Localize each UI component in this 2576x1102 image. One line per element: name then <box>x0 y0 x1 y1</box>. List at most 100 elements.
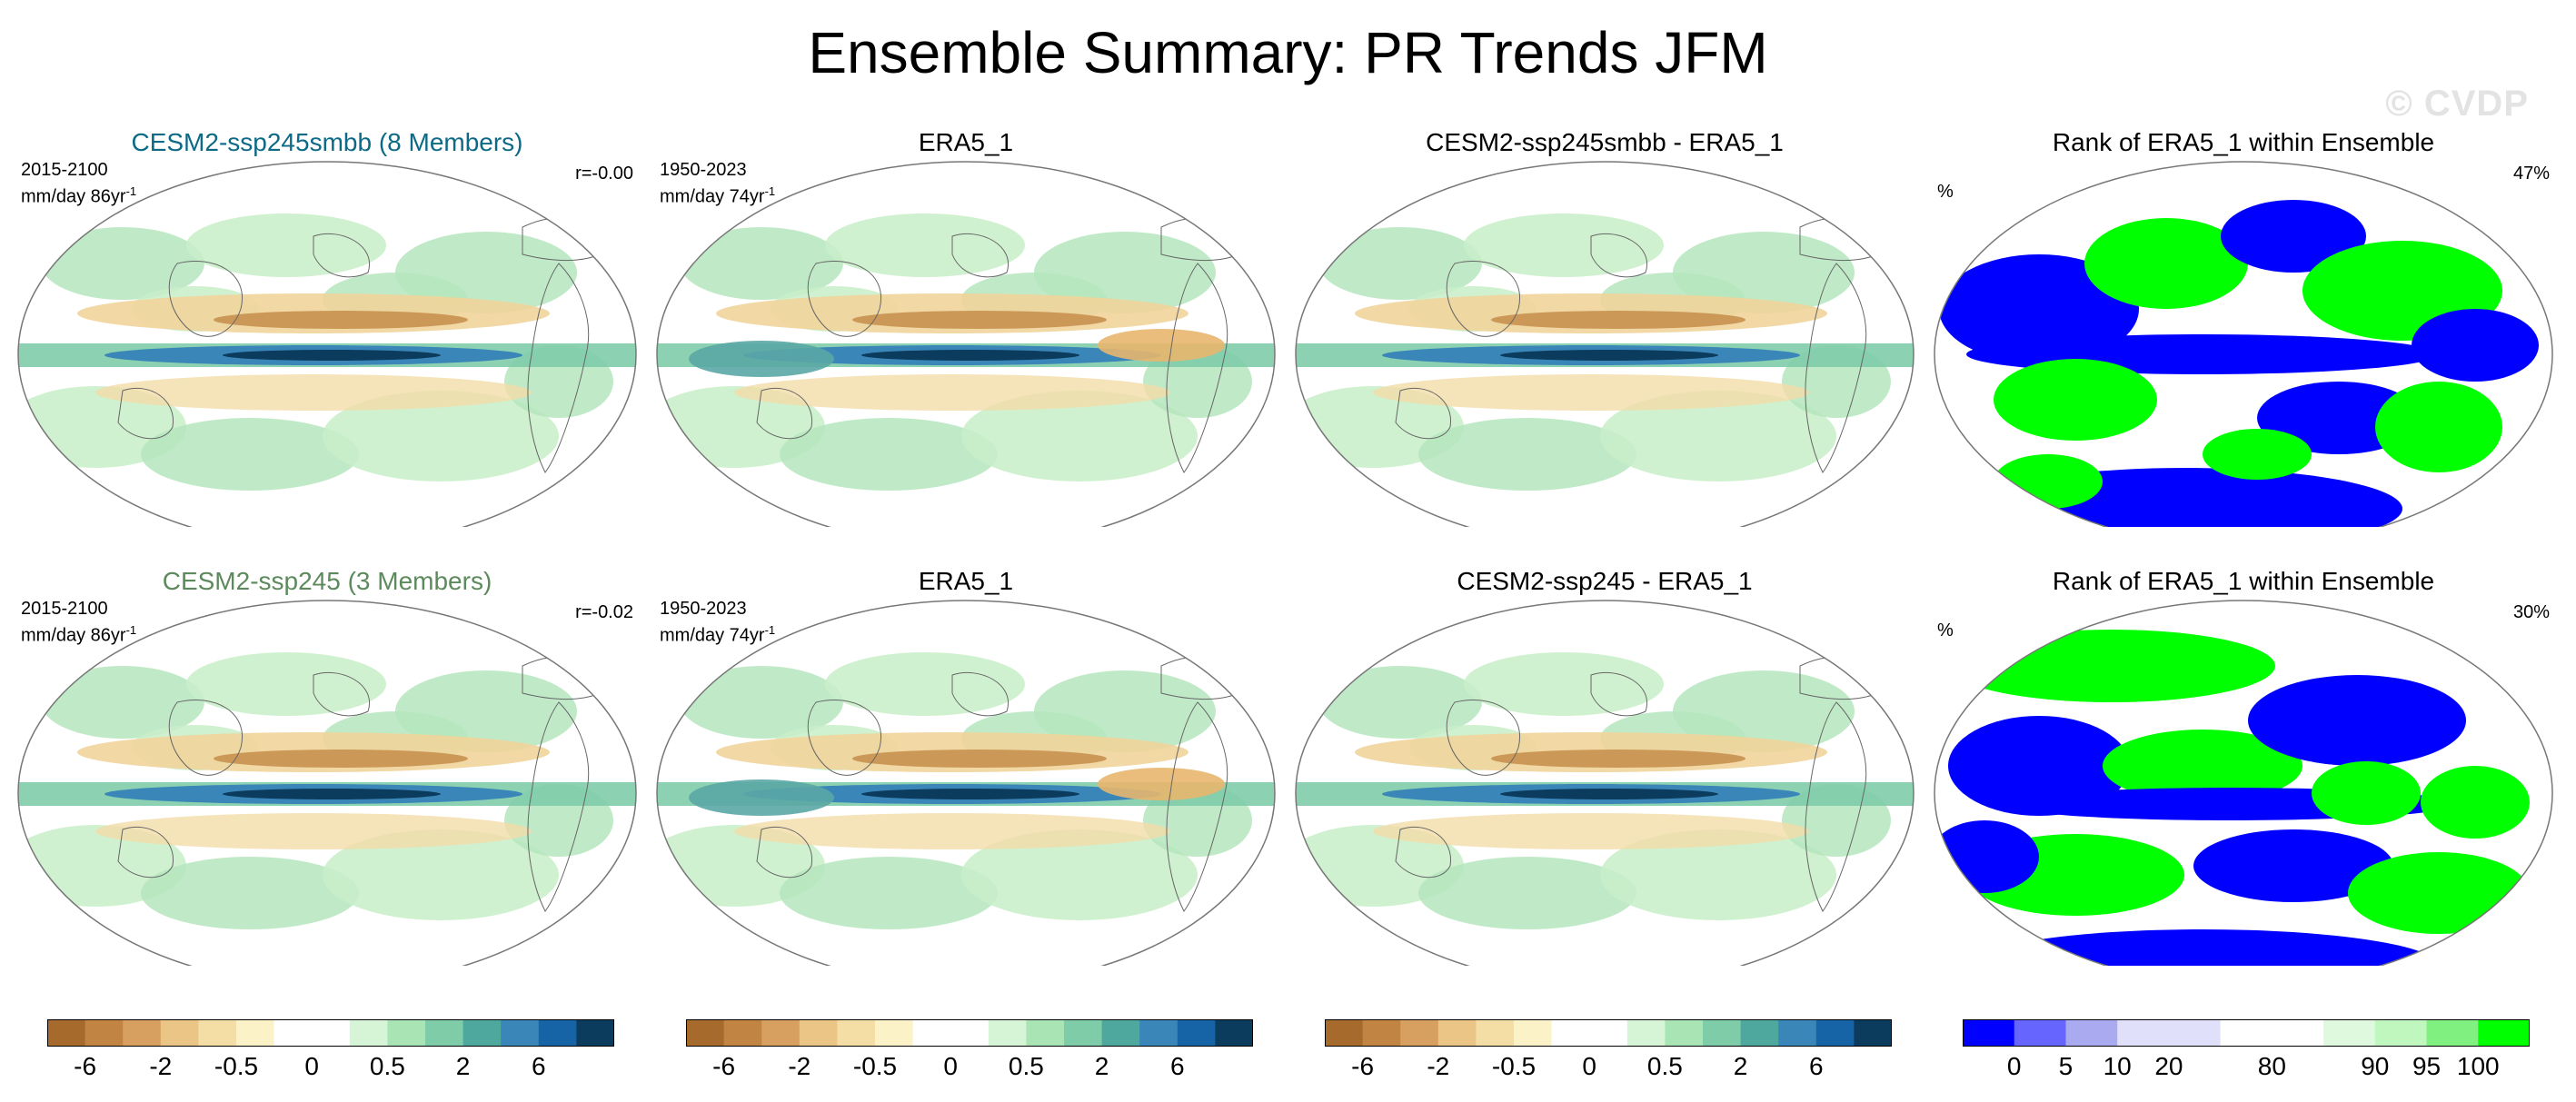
colorbar-swatch <box>538 1019 577 1047</box>
panel-title: ERA5_1 <box>918 567 1014 595</box>
colorbar-swatch <box>462 1019 502 1047</box>
colorbar-swatch <box>1064 1019 1103 1047</box>
colorbar-swatch <box>1589 1019 1628 1047</box>
colorbar-tick-label: -6 <box>712 1052 736 1080</box>
colorbar-swatch <box>1026 1019 1065 1047</box>
panel-obs-row1: ERA5_1 1950-2023 mm/day 74yr-1 <box>652 127 1279 527</box>
colorbar-swatch <box>686 1019 725 1047</box>
period-label: 2015-2100 mm/day 86yr-1 <box>21 599 137 646</box>
map-model-row2 <box>17 600 637 966</box>
panel-model-row1: CESM2-ssp245smbb (8 Members) 2015-2100 m… <box>14 127 641 527</box>
panel-title: ERA5_1 <box>918 128 1014 156</box>
colorbar-tick-label: -0.5 <box>1491 1052 1537 1080</box>
colorbar-swatch <box>723 1019 762 1047</box>
colorbar-swatch <box>85 1019 124 1047</box>
colorbar-swatch <box>1476 1019 1515 1047</box>
colorbar-tick-label: 0 <box>1582 1052 1596 1080</box>
colorbar-tick-label: 90 <box>2361 1052 2390 1080</box>
colorbar-tick-label: 0 <box>943 1052 958 1080</box>
colorbar-swatch <box>1514 1019 1553 1047</box>
colorbar-tick-label: 6 <box>1170 1052 1185 1080</box>
colorbar-swatch <box>1215 1019 1253 1047</box>
colorbar-swatch <box>837 1019 876 1047</box>
colorbar-swatch <box>1665 1019 1704 1047</box>
colorbar-swatch <box>1400 1019 1439 1047</box>
period-label: 1950-2023 mm/day 74yr-1 <box>660 599 776 646</box>
colorbar-swatch <box>1139 1019 1179 1047</box>
colorbar-swatch <box>2065 1019 2118 1047</box>
map-rank-row1 <box>1934 161 2553 527</box>
period-label: 1950-2023 mm/day 74yr-1 <box>660 160 776 207</box>
colorbar-swatch <box>950 1019 990 1047</box>
colorbar-swatches <box>47 1019 614 1047</box>
figure-title: Ensemble Summary: PR Trends JFM <box>808 20 1768 85</box>
colorbar-swatch <box>1815 1019 1855 1047</box>
colorbar-obs: -6 -2 -0.5 0 0.5 2 6 <box>686 1019 1253 1092</box>
colorbar-swatch <box>1778 1019 1817 1047</box>
map-rank-row2 <box>1934 600 2553 966</box>
colorbar-swatch <box>123 1019 162 1047</box>
percent-value-label: 47% <box>2512 164 2550 184</box>
colorbar-model: -6 -2 -0.5 0 0.5 2 6 <box>47 1019 614 1092</box>
map-diff-row2 <box>1295 600 1915 966</box>
colorbar-swatch <box>2220 1019 2273 1047</box>
map-obs-row2 <box>656 600 1276 966</box>
panel-obs-row2: ERA5_1 1950-2023 mm/day 74yr-1 <box>652 566 1279 966</box>
map-obs-row1 <box>656 161 1276 527</box>
colorbar-tick-label: 0.5 <box>1646 1052 1683 1080</box>
colorbar-tick-label: 100 <box>2456 1052 2500 1080</box>
panel-title: CESM2-ssp245smbb (8 Members) <box>131 128 523 156</box>
panel-title: CESM2-ssp245 (3 Members) <box>162 567 492 595</box>
colorbar-tick-label: 0 <box>2006 1052 2022 1080</box>
colorbar-swatch <box>1703 1019 1742 1047</box>
colorbar-tick-label: 0.5 <box>369 1052 405 1080</box>
colorbar-tick-label: 95 <box>2412 1052 2442 1080</box>
panel-model-row2: CESM2-ssp245 (3 Members) 2015-2100 mm/da… <box>14 566 641 966</box>
colorbar-tick-label: 2 <box>1094 1052 1109 1080</box>
colorbar-swatch <box>1177 1019 1216 1047</box>
colorbar-swatch <box>2323 1019 2376 1047</box>
colorbar-swatch <box>1362 1019 1401 1047</box>
colorbar-swatches <box>1963 1019 2530 1047</box>
panel-diff-row2: CESM2-ssp245 - ERA5_1 <box>1291 566 1918 966</box>
colorbar-swatch <box>160 1019 199 1047</box>
map-model-row1 <box>17 161 637 527</box>
period-label: 2015-2100 mm/day 86yr-1 <box>21 160 137 207</box>
map-diff-row1 <box>1295 161 1915 527</box>
panel-rank-row2: Rank of ERA5_1 within Ensemble % 30% <box>1930 566 2557 966</box>
colorbar-swatch <box>425 1019 464 1047</box>
colorbar-tick-label: -6 <box>74 1052 97 1080</box>
colorbar-rank: 0 5 10 20 80 90 95 100 <box>1963 1019 2530 1092</box>
colorbar-swatch <box>1854 1019 1892 1047</box>
colorbar-tick-label: -2 <box>1427 1052 1450 1080</box>
colorbar-swatch <box>198 1019 237 1047</box>
colorbar-tick-label: 10 <box>2103 1052 2132 1080</box>
panel-title: Rank of ERA5_1 within Ensemble <box>2052 128 2435 156</box>
colorbar-swatch <box>387 1019 426 1047</box>
colorbar-tick-label: 6 <box>532 1052 546 1080</box>
colorbar-swatch <box>2374 1019 2428 1047</box>
colorbar-swatch <box>47 1019 86 1047</box>
colorbar-swatch <box>799 1019 838 1047</box>
percent-unit-label: % <box>1937 620 1954 640</box>
colorbar-tick-label: 5 <box>2058 1052 2074 1080</box>
colorbar-tick-label: -6 <box>1351 1052 1375 1080</box>
colorbar-swatch <box>1551 1019 1590 1047</box>
colorbar-swatch <box>1325 1019 1364 1047</box>
colorbar-swatch <box>1101 1019 1140 1047</box>
colorbar-swatch <box>2478 1019 2530 1047</box>
cvdp-watermark: © CVDP <box>2385 84 2529 124</box>
colorbar-swatch <box>1963 1019 2015 1047</box>
colorbar-swatch <box>1626 1019 1666 1047</box>
colorbar-tick-label: -0.5 <box>852 1052 898 1080</box>
colorbar-tick-label: 20 <box>2154 1052 2183 1080</box>
colorbar-swatch <box>1740 1019 1779 1047</box>
colorbar-tick-label: 6 <box>1809 1052 1824 1080</box>
colorbar-swatch <box>1437 1019 1477 1047</box>
colorbar-swatch <box>2168 1019 2222 1047</box>
percent-value-label: 30% <box>2512 602 2550 622</box>
correlation-label: r=-0.02 <box>575 602 633 622</box>
colorbar-swatch <box>761 1019 801 1047</box>
panel-title: CESM2-ssp245 - ERA5_1 <box>1457 567 1753 595</box>
colorbar-swatch <box>2426 1019 2479 1047</box>
